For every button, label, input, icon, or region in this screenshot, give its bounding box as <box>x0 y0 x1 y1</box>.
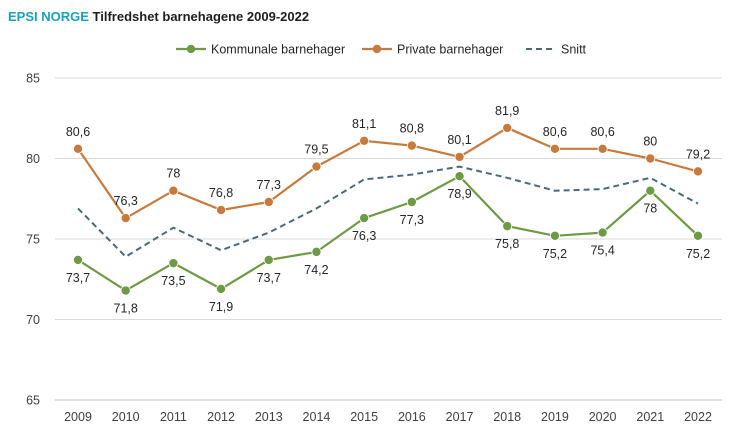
data-label-private: 78 <box>166 167 180 181</box>
data-label-private: 80,6 <box>66 125 90 139</box>
data-point-kommunale <box>216 283 227 294</box>
legend-marker-private <box>372 44 382 54</box>
data-point-private <box>406 140 417 151</box>
y-tick-label: 65 <box>26 394 40 408</box>
legend-item-snitt: Snitt <box>526 43 587 57</box>
data-label-kommunale: 75,2 <box>686 247 710 261</box>
legend-marker-kommunale <box>186 44 196 54</box>
data-label-private: 81,1 <box>352 117 376 131</box>
data-point-private <box>73 143 84 154</box>
data-label-kommunale: 77,3 <box>400 213 424 227</box>
data-point-private <box>216 205 227 216</box>
x-axis-ticks: 2009 2010 2011 2012 2013 2014 2015 2016 2017 2018… <box>64 410 712 424</box>
legend-item-kommunale: Kommunale barnehager <box>176 43 345 57</box>
data-point-private <box>454 151 465 162</box>
data-point-private <box>502 122 513 133</box>
data-labels: 73,7 71,8 73,5 71,9 73,7 74,2 76,3 77,3 78,9 75,8… <box>66 104 710 316</box>
data-label-kommunale: 73,7 <box>66 271 90 285</box>
data-label-private: 80,1 <box>447 133 471 147</box>
legend-label-snitt: Snitt <box>561 43 587 57</box>
data-label-private: 77,3 <box>257 178 281 192</box>
data-point-private <box>168 185 179 196</box>
data-label-kommunale: 73,7 <box>257 271 281 285</box>
x-tick-label: 2009 <box>64 410 92 424</box>
x-tick-label: 2010 <box>112 410 140 424</box>
data-label-private: 79,5 <box>304 143 328 157</box>
data-label-private: 79,2 <box>686 147 710 161</box>
data-label-kommunale: 76,3 <box>352 229 376 243</box>
data-label-kommunale: 78,9 <box>447 187 471 201</box>
legend-label-private: Private barnehager <box>397 43 503 57</box>
data-point-private <box>311 161 322 172</box>
series-line-private <box>77 126 699 220</box>
data-label-kommunale: 71,8 <box>114 302 138 316</box>
y-tick-label: 70 <box>26 313 40 327</box>
data-label-kommunale: 71,9 <box>209 300 233 314</box>
data-label-private: 76,8 <box>209 186 233 200</box>
data-label-private: 76,3 <box>114 194 138 208</box>
chart-title: EPSI NORGE Tilfredshet barnehagene 2009-… <box>8 9 309 24</box>
x-tick-label: 2017 <box>446 410 474 424</box>
series-line-kommunale <box>77 175 699 292</box>
data-label-private: 80 <box>643 135 657 149</box>
gridlines <box>55 77 722 401</box>
x-tick-label: 2022 <box>684 410 712 424</box>
data-label-private: 81,9 <box>495 104 519 118</box>
y-tick-label: 75 <box>26 233 40 247</box>
data-point-kommunale <box>120 285 131 296</box>
y-tick-label: 80 <box>26 152 40 166</box>
legend-label-kommunale: Kommunale barnehager <box>211 43 345 57</box>
x-tick-label: 2021 <box>636 410 664 424</box>
data-point-private <box>120 213 131 224</box>
title-label: Tilfredshet barnehagene 2009-2022 <box>92 9 310 24</box>
data-point-kommunale <box>502 221 513 232</box>
data-point-kommunale <box>311 246 322 257</box>
x-tick-label: 2012 <box>207 410 235 424</box>
data-point-kommunale <box>263 254 274 265</box>
data-point-kommunale <box>693 230 704 241</box>
series-line-snitt <box>77 165 699 258</box>
brand-label: EPSI NORGE <box>8 9 89 24</box>
legend-item-private: Private barnehager <box>362 43 503 57</box>
data-point-kommunale <box>73 254 84 265</box>
x-tick-label: 2016 <box>398 410 426 424</box>
data-point-kommunale <box>406 196 417 207</box>
data-point-private <box>645 153 656 164</box>
data-label-kommunale: 75,8 <box>495 237 519 251</box>
data-label-kommunale: 75,4 <box>590 244 614 258</box>
y-tick-label: 85 <box>26 72 40 86</box>
data-point-kommunale <box>454 171 465 182</box>
data-point-kommunale <box>597 227 608 238</box>
x-tick-label: 2013 <box>255 410 283 424</box>
x-tick-label: 2011 <box>160 410 187 424</box>
x-tick-label: 2019 <box>541 410 569 424</box>
x-tick-label: 2018 <box>493 410 521 424</box>
data-point-private <box>263 196 274 207</box>
x-tick-label: 2015 <box>350 410 378 424</box>
data-label-private: 80,8 <box>400 122 424 136</box>
data-label-kommunale: 78 <box>643 202 657 216</box>
series-group <box>73 122 704 296</box>
data-point-private <box>549 143 560 154</box>
x-tick-label: 2020 <box>589 410 617 424</box>
data-point-private <box>359 135 370 146</box>
legend: Kommunale barnehager Private barnehager Sn… <box>176 43 587 57</box>
data-label-private: 80,6 <box>543 125 567 139</box>
data-point-private <box>693 166 704 177</box>
data-point-private <box>597 143 608 154</box>
data-point-kommunale <box>549 230 560 241</box>
x-tick-label: 2014 <box>303 410 331 424</box>
data-label-kommunale: 73,5 <box>161 274 185 288</box>
data-label-kommunale: 74,2 <box>304 263 328 277</box>
y-axis-ticks: 65 70 75 80 85 <box>26 72 40 408</box>
data-label-kommunale: 75,2 <box>543 247 567 261</box>
data-point-kommunale <box>359 213 370 224</box>
data-label-private: 80,6 <box>590 125 614 139</box>
data-point-kommunale <box>645 185 656 196</box>
data-point-kommunale <box>168 258 179 269</box>
